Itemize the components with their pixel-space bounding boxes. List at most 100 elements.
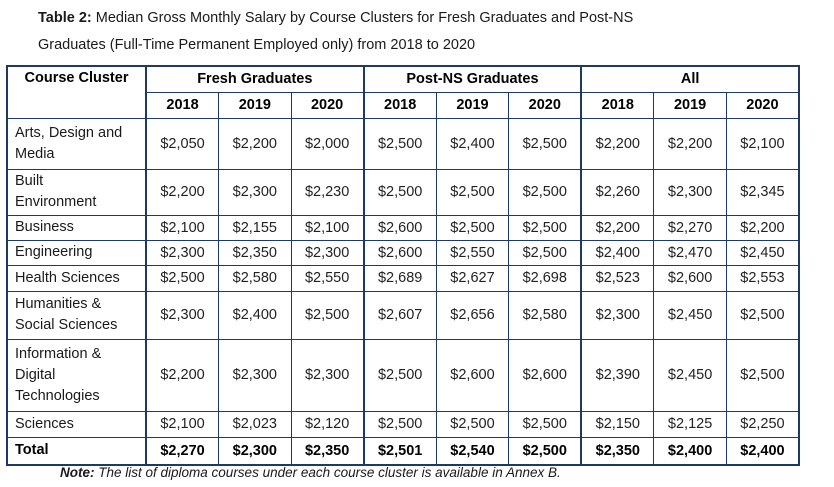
table-row: Health Sciences $2,500 $2,580 $2,550 $2,689 $… — [6, 264, 800, 292]
salary-cell: $2,600 — [435, 338, 510, 412]
salary-cell: $2,500 — [508, 214, 582, 241]
salary-cell: $2,523 — [580, 264, 655, 292]
salary-cell: $2,300 — [218, 168, 292, 216]
course-cluster-cell: Business — [6, 214, 147, 241]
salary-cell: $2,230 — [290, 168, 365, 216]
salary-cell: $2,550 — [435, 239, 510, 266]
year-header: 2018 — [580, 91, 655, 119]
group-header: Post-NS Graduates — [362, 65, 582, 93]
table-row: Built Environment $2,200 $2,300 $2,230 $2,50… — [6, 168, 800, 216]
salary-table: Course Cluster Fresh Graduates Post-NS Gr… — [6, 65, 800, 466]
salary-cell: $2,100 — [290, 214, 365, 241]
year-header: 2020 — [725, 91, 800, 119]
course-cluster-cell: Health Sciences — [6, 264, 147, 292]
salary-cell: $2,500 — [725, 338, 800, 412]
table-row: Business $2,100 $2,155 $2,100 $2,600 $2,500 $2… — [6, 214, 800, 241]
year-header: 2020 — [508, 91, 582, 119]
table-caption-label: Table 2: — [38, 10, 92, 26]
salary-cell: $2,600 — [508, 338, 582, 412]
salary-cell: $2,390 — [580, 338, 655, 412]
salary-cell: $2,200 — [580, 117, 655, 170]
course-cluster-cell: Total — [6, 436, 147, 466]
year-header: 2019 — [653, 91, 727, 119]
salary-cell: $2,350 — [580, 436, 655, 466]
salary-cell: $2,470 — [653, 239, 727, 266]
salary-table-body: Arts, Design and Media $2,050 $2,200 $2,000… — [6, 117, 800, 466]
salary-cell: $2,050 — [145, 117, 220, 170]
salary-cell: $2,600 — [653, 264, 727, 292]
salary-cell: $2,450 — [653, 290, 727, 340]
salary-cell: $2,200 — [725, 214, 800, 241]
salary-cell: $2,270 — [145, 436, 220, 466]
salary-cell: $2,500 — [508, 168, 582, 216]
salary-cell: $2,120 — [290, 410, 365, 438]
table-row: Humanities & Social Sciences $2,300 $2,400… — [6, 290, 800, 340]
course-cluster-cell: Sciences — [6, 410, 147, 438]
salary-cell: $2,300 — [218, 436, 292, 466]
footnote-label: Note: — [60, 465, 95, 480]
course-cluster-cell: Built Environment — [6, 168, 147, 216]
salary-cell: $2,260 — [580, 168, 655, 216]
salary-cell: $2,600 — [362, 214, 437, 241]
salary-cell: $2,500 — [362, 117, 437, 170]
salary-cell: $2,400 — [218, 290, 292, 340]
salary-cell: $2,350 — [218, 239, 292, 266]
salary-cell: $2,689 — [362, 264, 437, 292]
salary-cell: $2,300 — [218, 338, 292, 412]
salary-cell: $2,500 — [508, 410, 582, 438]
salary-cell: $2,345 — [725, 168, 800, 216]
table-row: Arts, Design and Media $2,050 $2,200 $2,000… — [6, 117, 800, 170]
table-row: Engineering $2,300 $2,350 $2,300 $2,600 $2,55… — [6, 239, 800, 266]
table-caption-line1: Median Gross Monthly Salary by Course Cl… — [91, 10, 634, 26]
salary-cell: $2,100 — [145, 214, 220, 241]
salary-cell: $2,500 — [362, 410, 437, 438]
course-cluster-cell: Arts, Design and Media — [6, 117, 147, 170]
salary-table-header: Course Cluster Fresh Graduates Post-NS Gr… — [6, 65, 800, 119]
salary-cell: $2,200 — [580, 214, 655, 241]
year-header: 2019 — [218, 91, 292, 119]
table-caption: Table 2: Median Gross Monthly Salary by … — [38, 5, 788, 59]
salary-cell: $2,500 — [435, 168, 510, 216]
salary-cell: $2,300 — [145, 290, 220, 340]
salary-cell: $2,550 — [290, 264, 365, 292]
salary-cell: $2,100 — [145, 410, 220, 438]
salary-cell: $2,250 — [725, 410, 800, 438]
year-header: 2018 — [145, 91, 220, 119]
salary-cell: $2,698 — [508, 264, 582, 292]
salary-cell: $2,540 — [435, 436, 510, 466]
salary-cell: $2,501 — [362, 436, 437, 466]
salary-cell: $2,350 — [290, 436, 365, 466]
group-header: Fresh Graduates — [145, 65, 365, 93]
salary-cell: $2,553 — [725, 264, 800, 292]
salary-cell: $2,200 — [145, 168, 220, 216]
salary-cell: $2,500 — [290, 290, 365, 340]
salary-cell: $2,400 — [653, 436, 727, 466]
salary-cell: $2,580 — [218, 264, 292, 292]
table-row: Total $2,270 $2,300 $2,350 $2,501 $2,540 $2,50… — [6, 436, 800, 466]
group-header-row: Course Cluster Fresh Graduates Post-NS Gr… — [6, 65, 800, 119]
salary-cell: $2,200 — [218, 117, 292, 170]
year-header: 2020 — [290, 91, 365, 119]
group-header: All — [580, 65, 800, 93]
table-row: Information & Digital Technologies $2,200… — [6, 338, 800, 412]
salary-cell: $2,500 — [508, 436, 582, 466]
salary-cell: $2,500 — [145, 264, 220, 292]
salary-cell: $2,200 — [653, 117, 727, 170]
footnote: Note: The list of diploma courses under … — [60, 465, 561, 480]
salary-cell: $2,000 — [290, 117, 365, 170]
year-header-row: 2018 2019 2020 2018 2019 2020 2018 2019 2020 — [7, 91, 800, 119]
table-caption-line2: Graduates (Full-Time Permanent Employed … — [38, 37, 476, 53]
salary-cell: $2,500 — [435, 214, 510, 241]
salary-cell: $2,600 — [362, 239, 437, 266]
salary-cell: $2,150 — [580, 410, 655, 438]
salary-cell: $2,500 — [362, 338, 437, 412]
salary-cell: $2,023 — [218, 410, 292, 438]
salary-cell: $2,300 — [290, 338, 365, 412]
footnote-text: The list of diploma courses under each c… — [94, 465, 561, 480]
salary-cell: $2,200 — [145, 338, 220, 412]
year-header: 2018 — [362, 91, 437, 119]
salary-cell: $2,500 — [362, 168, 437, 216]
course-cluster-cell: Humanities & Social Sciences — [6, 290, 147, 340]
salary-cell: $2,450 — [725, 239, 800, 266]
